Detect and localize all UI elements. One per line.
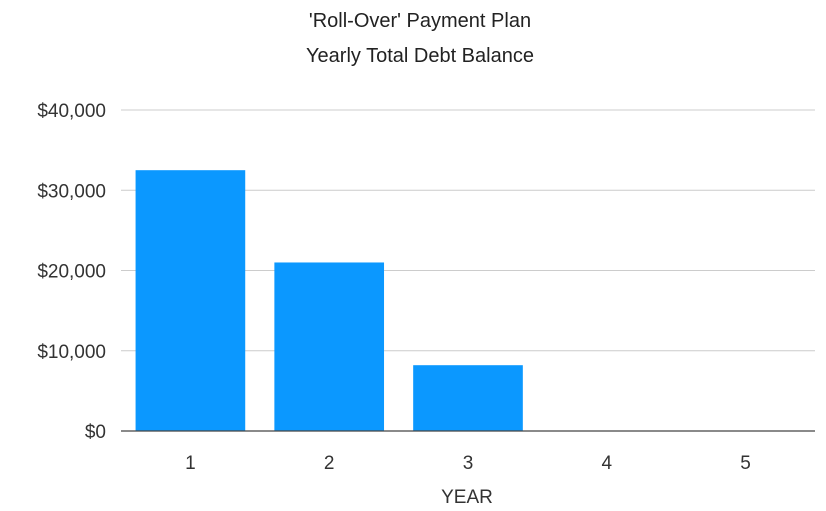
x-tick-label: 1 [185, 453, 196, 474]
y-tick-label: $40,000 [37, 101, 106, 122]
x-axis-label: YEAR [441, 487, 493, 508]
y-axis-tick-labels: $0 $10,000 $20,000 $30,000 $40,000 [37, 101, 106, 443]
x-axis-tick-labels: 1 2 3 4 5 [185, 453, 751, 474]
y-tick-label: $20,000 [37, 262, 106, 283]
chart-title: 'Roll-Over' Payment Plan [309, 10, 531, 32]
x-tick-label: 4 [602, 453, 613, 474]
bar-year-3 [413, 365, 523, 431]
y-tick-label: $30,000 [37, 181, 106, 202]
x-tick-label: 2 [324, 453, 335, 474]
y-tick-label: $0 [85, 422, 106, 443]
chart-subtitle: Yearly Total Debt Balance [306, 45, 534, 67]
bars [135, 170, 523, 431]
x-tick-label: 5 [740, 453, 751, 474]
x-tick-label: 3 [463, 453, 474, 474]
bar-year-2 [274, 262, 385, 431]
y-tick-label: $10,000 [37, 342, 106, 363]
bar-year-1 [135, 170, 246, 431]
